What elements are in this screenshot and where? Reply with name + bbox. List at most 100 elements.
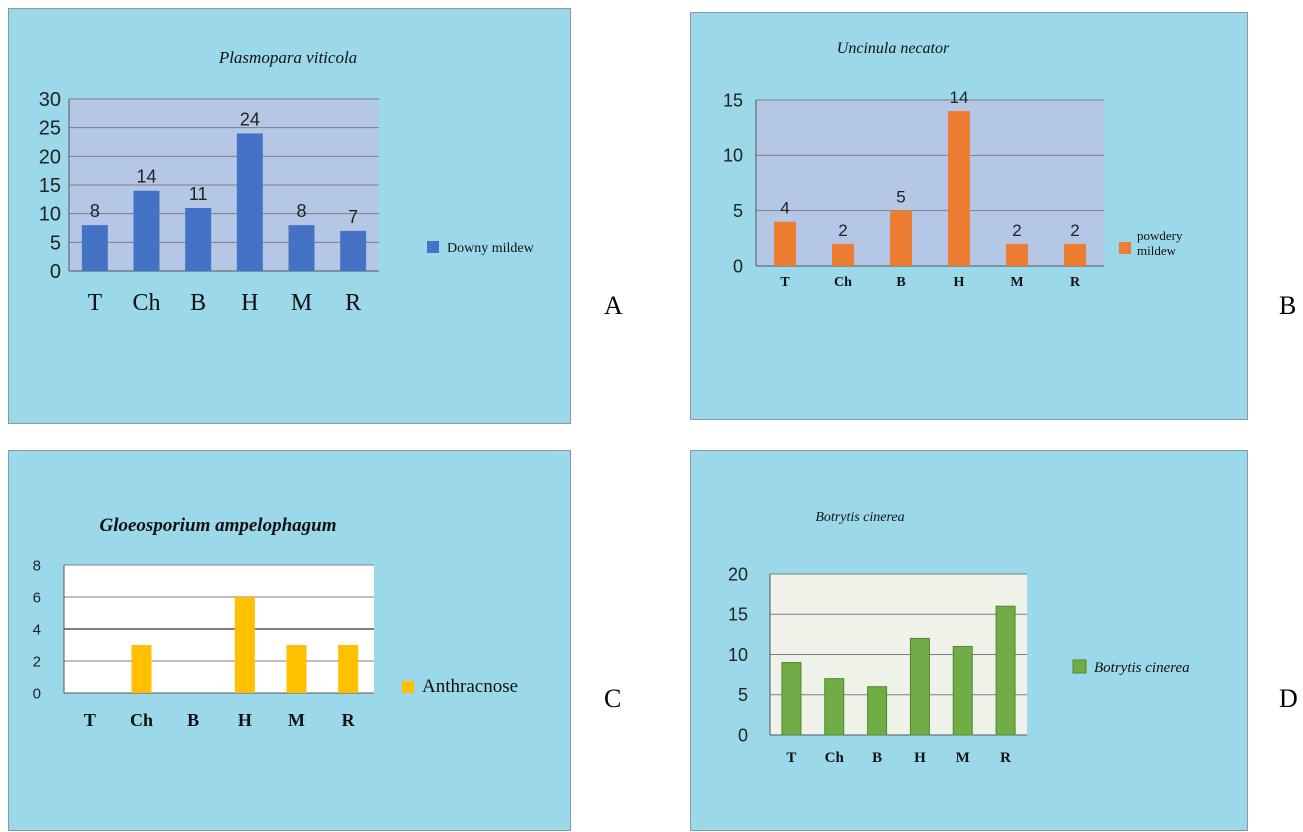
chart-c-title: Gloeosporium ampelophagum — [100, 515, 337, 536]
chart-d-bar — [995, 605, 1016, 736]
chart-c-svg: Gloeosporium ampelophagum 0 2 4 6 8 T Ch B H M R Ant… — [33, 515, 518, 730]
chart-d-legend-label: Botrytis cinerea — [1094, 660, 1190, 676]
chart-b-plot-area — [756, 100, 1104, 266]
chart-panel-a: Plasmopara viticola 0 5 10 15 20 25 30 T 8 Ch 14 B 11… — [8, 8, 571, 424]
chart-b-bar — [774, 221, 796, 266]
chart-a-data-label: 24 — [240, 109, 260, 129]
chart-b-svg: Uncinula necator 0 5 10 15 T 4 Ch 2 B 5 H 14 M 2 R 2 powd… — [723, 40, 1183, 290]
chart-b-y-tick-label: 0 — [733, 256, 743, 276]
chart-b-data-label: 2 — [838, 221, 847, 240]
chart-c-x-tick-label: T — [84, 710, 96, 730]
chart-b-x-tick-label: Ch — [834, 275, 852, 290]
chart-a-legend-label: Downy mildew — [447, 241, 535, 256]
chart-a-x-tick-label: M — [291, 290, 312, 316]
chart-c-x-tick-label: B — [187, 710, 199, 730]
chart-c-y-tick-label: 8 — [33, 557, 41, 574]
chart-d-x-tick-label: R — [1000, 750, 1011, 766]
chart-c-x-tick-label: R — [342, 710, 356, 730]
chart-b-data-label: 14 — [950, 88, 969, 107]
chart-a-x-tick-label: B — [190, 290, 206, 316]
chart-d-x-tick-label: H — [914, 750, 926, 766]
chart-d-y-tick-label: 5 — [738, 685, 748, 705]
chart-d-x-tick-label: Ch — [825, 750, 845, 766]
chart-d-title: Botrytis cinerea — [815, 510, 904, 525]
chart-b-x-tick-label: T — [780, 275, 790, 290]
chart-b-bar — [1064, 243, 1086, 266]
chart-a-data-label: 7 — [348, 207, 358, 227]
chart-c-x-tick-label: M — [288, 710, 305, 730]
chart-c-y-tick-label: 0 — [33, 685, 41, 702]
chart-b-bar — [948, 111, 970, 266]
chart-c-bar — [131, 645, 152, 693]
chart-b-x-tick-label: H — [954, 275, 965, 290]
chart-a-bar — [133, 190, 160, 271]
chart-a-bar — [340, 230, 367, 271]
chart-c-bar — [234, 597, 255, 693]
chart-b-data-label: 2 — [1012, 221, 1021, 240]
chart-a-data-label: 8 — [90, 201, 100, 221]
chart-c-legend-label: Anthracnose — [422, 676, 518, 697]
chart-d-x-tick-label: T — [786, 750, 796, 766]
panel-letter-a: A — [604, 291, 623, 320]
chart-c-y-tick-label: 4 — [33, 621, 41, 638]
chart-c-bar — [338, 645, 359, 693]
chart-b-x-tick-label: M — [1010, 275, 1023, 290]
chart-c-legend-swatch — [402, 681, 414, 693]
chart-c-y-tick-label: 2 — [33, 653, 41, 670]
chart-d-bar — [952, 645, 973, 736]
chart-b-x-tick-label: B — [896, 275, 905, 290]
chart-a-y-tick-label: 10 — [39, 204, 61, 226]
chart-b-data-label: 2 — [1070, 221, 1079, 240]
chart-d-y-tick-label: 20 — [728, 564, 748, 584]
chart-d-legend-swatch — [1072, 659, 1087, 674]
chart-a-bar — [185, 207, 212, 271]
chart-d-y-tick-label: 15 — [728, 605, 748, 625]
chart-a-bar — [288, 225, 315, 271]
chart-b-data-label: 4 — [780, 199, 789, 218]
chart-a-bar — [236, 133, 263, 271]
chart-d-bar — [824, 678, 845, 736]
chart-a-data-label: 8 — [296, 201, 306, 221]
panel-letter-c: C — [604, 684, 622, 713]
chart-b-title: Uncinula necator — [837, 40, 950, 57]
chart-b-bar — [890, 210, 912, 266]
chart-a-y-tick-label: 20 — [39, 146, 61, 168]
chart-panel-b: Uncinula necator 0 5 10 15 T 4 Ch 2 B 5 H 14 M 2 R 2 powd… — [690, 12, 1248, 420]
panel-letter-b: B — [1279, 291, 1297, 320]
chart-a-bar — [81, 225, 108, 271]
chart-a-y-tick-label: 25 — [39, 118, 61, 140]
chart-c-y-tick-label: 6 — [33, 589, 41, 606]
chart-b-y-tick-label: 15 — [723, 90, 743, 110]
chart-a-x-tick-label: Ch — [132, 290, 160, 316]
chart-a-data-label: 14 — [136, 167, 156, 187]
chart-a-y-tick-label: 15 — [39, 175, 61, 197]
chart-d-y-tick-label: 0 — [738, 725, 748, 745]
chart-panel-c: Gloeosporium ampelophagum 0 2 4 6 8 T Ch B H M R Ant… — [8, 450, 571, 831]
chart-b-legend-label: powdery — [1137, 228, 1183, 243]
chart-a-x-tick-label: H — [241, 290, 258, 316]
chart-a-y-tick-label: 30 — [39, 89, 61, 111]
chart-a-legend-swatch — [427, 241, 439, 253]
chart-b-bar — [832, 243, 854, 266]
chart-d-y-tick-label: 10 — [728, 645, 748, 665]
chart-d-bar — [781, 662, 802, 736]
chart-d-bar — [909, 637, 930, 736]
chart-d-bar — [867, 686, 888, 736]
chart-a-y-tick-label: 5 — [50, 232, 61, 254]
chart-b-data-label: 5 — [896, 188, 905, 207]
chart-a-y-tick-label: 0 — [50, 261, 61, 283]
chart-c-x-tick-label: Ch — [130, 710, 153, 730]
chart-b-legend-label: mildew — [1137, 243, 1177, 258]
chart-d-svg: Botrytis cinerea 0 5 10 15 20 T Ch B H M R Botrytis … — [728, 510, 1190, 766]
chart-a-x-tick-label: R — [345, 290, 361, 316]
chart-c-bar — [286, 645, 307, 693]
chart-b-x-tick-label: R — [1070, 275, 1081, 290]
panel-letter-d: D — [1279, 684, 1298, 713]
chart-a-x-tick-label: T — [87, 290, 102, 316]
chart-b-bar — [1006, 243, 1028, 266]
chart-b-legend-swatch — [1119, 242, 1131, 254]
chart-a-svg: Plasmopara viticola 0 5 10 15 20 25 30 T 8 Ch 14 B 11… — [39, 48, 535, 316]
chart-b-y-tick-label: 10 — [723, 146, 743, 166]
chart-panel-d: Botrytis cinerea 0 5 10 15 20 T Ch B H M R Botrytis … — [690, 450, 1248, 831]
chart-a-title: Plasmopara viticola — [218, 48, 357, 67]
